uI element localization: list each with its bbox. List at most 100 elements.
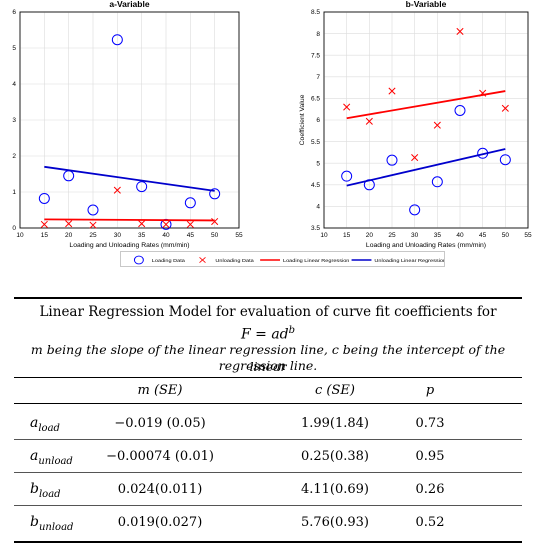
- plot-border: [323, 11, 529, 229]
- cell-m: −0.019 (0.05): [114, 416, 206, 431]
- y-tick-label: 2: [12, 153, 16, 160]
- row-label: bload: [30, 481, 61, 500]
- table-bottom-rule: [14, 541, 522, 543]
- table-note-line2: regression line.: [218, 358, 318, 373]
- legend-label: Unloading Data: [215, 258, 253, 264]
- legend-label: Loading Linear Regression: [283, 258, 350, 264]
- table-row: bload 0.024(0.011) 4.11(0.69) 0.26: [0, 473, 537, 506]
- y-tick-label: 5: [316, 160, 320, 167]
- header-p: p: [425, 383, 435, 398]
- y-tick-label: 4: [316, 204, 320, 211]
- chart-legend: Loading Data Unloading Data Loading Linear…: [120, 251, 446, 267]
- y-tick-label: 0: [12, 225, 16, 232]
- header-c: c (SE): [315, 383, 355, 398]
- legend-label: Loading Data: [152, 258, 185, 264]
- loading-data-point: [136, 181, 148, 193]
- y-tick-label: 7: [316, 74, 320, 81]
- cell-m: 0.019(0.027): [117, 515, 203, 530]
- table-top-rule: [14, 297, 522, 299]
- unloading-data-point: [89, 221, 97, 229]
- x-tick-label: 15: [41, 232, 49, 239]
- x-tick-label: 30: [114, 232, 122, 239]
- unloading-data-point: [343, 103, 351, 111]
- regression-line: [346, 90, 506, 120]
- cell-p: 0.26: [415, 482, 445, 497]
- cell-c: 1.99(1.84): [300, 416, 370, 431]
- cell-m: 0.024(0.011): [117, 482, 203, 497]
- table-row: aload −0.019 (0.05) 1.99(1.84) 0.73: [0, 407, 537, 440]
- y-axis-label: Coefficient Value: [0, 94, 2, 145]
- plot-border: [19, 11, 240, 229]
- table-note-line1: m being the slope of the linear regressi…: [30, 342, 506, 374]
- x-tick-label: 55: [235, 232, 243, 239]
- unloading-data-point: [40, 220, 48, 228]
- loading-data-point: [111, 34, 123, 46]
- y-tick-label: 8: [316, 31, 320, 38]
- y-axis-label: Coefficient Value: [299, 94, 306, 145]
- x-tick-label: 40: [456, 232, 464, 239]
- y-tick-label: 6: [12, 9, 16, 16]
- row-label: aunload: [30, 448, 73, 467]
- legend-label: Unloading Linear Regression: [374, 258, 444, 264]
- y-tick-label: 1: [12, 189, 16, 196]
- cell-p: 0.73: [415, 416, 445, 431]
- legend-x-icon: [199, 257, 206, 263]
- loading-data-point: [38, 192, 50, 204]
- x-tick-label: 25: [89, 232, 97, 239]
- unloading-data-point: [456, 27, 464, 35]
- table-row: bunload 0.019(0.027) 5.76(0.93) 0.52: [0, 506, 537, 539]
- unloading-data-point: [162, 220, 170, 228]
- y-tick-label: 7.5: [311, 52, 320, 59]
- x-tick-label: 10: [16, 232, 24, 239]
- x-tick-label: 20: [366, 232, 374, 239]
- y-tick-label: 5.5: [311, 139, 320, 146]
- x-tick-label: 15: [343, 232, 351, 239]
- x-tick-label: 50: [211, 232, 219, 239]
- loading-data-point: [386, 154, 398, 166]
- x-axis-label: Loading and Unloading Rates (mm/min): [366, 242, 486, 249]
- loading-data-point: [209, 188, 221, 200]
- cell-c: 0.25(0.38): [300, 449, 370, 464]
- x-tick-label: 55: [524, 232, 532, 239]
- loading-data-point: [341, 170, 353, 182]
- unloading-data-point: [65, 220, 73, 228]
- x-tick-label: 35: [138, 232, 146, 239]
- y-tick-label: 6: [316, 117, 320, 124]
- regression-line: [44, 218, 215, 222]
- row-rule: [14, 505, 522, 506]
- unloading-data-point: [501, 104, 509, 112]
- x-tick-label: 40: [162, 232, 170, 239]
- row-label: bunload: [30, 514, 74, 533]
- table-row: aunload −0.00074 (0.01) 0.25(0.38) 0.95: [0, 440, 537, 473]
- x-axis-label: Loading and Unloading Rates (mm/min): [69, 242, 189, 249]
- regression-line: [44, 165, 215, 192]
- unloading-data-point: [433, 121, 441, 129]
- y-tick-label: 3: [12, 117, 16, 124]
- header-m: m (SE): [137, 383, 183, 398]
- loading-data-point: [87, 204, 99, 216]
- regression-line: [346, 148, 506, 187]
- x-tick-label: 35: [434, 232, 442, 239]
- regression-table: Linear Regression Model for evaluation o…: [0, 295, 537, 550]
- b-variable-chart: 10 15 20 25 30 35 40 45 50 55 3.5 4 4.5 5 5.5 6 6.5 7 7.5 8…: [299, 0, 532, 249]
- cell-p: 0.52: [415, 515, 445, 530]
- a-variable-chart: 10 15 20 25 30 35 40 45 50 550123456a-VariableLoa…: [0, 0, 243, 249]
- header-rule-top: [14, 377, 522, 378]
- x-tick-label: 45: [479, 232, 487, 239]
- y-tick-label: 4.5: [311, 182, 320, 189]
- y-tick-label: 5: [12, 45, 16, 52]
- unloading-data-point: [186, 220, 194, 228]
- chart-title: b-Variable: [406, 0, 447, 9]
- row-label: aload: [30, 415, 60, 434]
- y-tick-label: 3.5: [311, 225, 320, 232]
- loading-data-point: [409, 204, 421, 216]
- y-tick-label: 6.5: [311, 96, 320, 103]
- cell-p: 0.95: [415, 449, 445, 464]
- row-rule: [14, 472, 522, 473]
- cell-c: 4.11(0.69): [300, 482, 370, 497]
- row-rule: [14, 439, 522, 440]
- unloading-data-point: [365, 117, 373, 125]
- unloading-data-point: [411, 154, 419, 162]
- unloading-data-point: [113, 186, 121, 194]
- cell-c: 5.76(0.93): [300, 515, 370, 530]
